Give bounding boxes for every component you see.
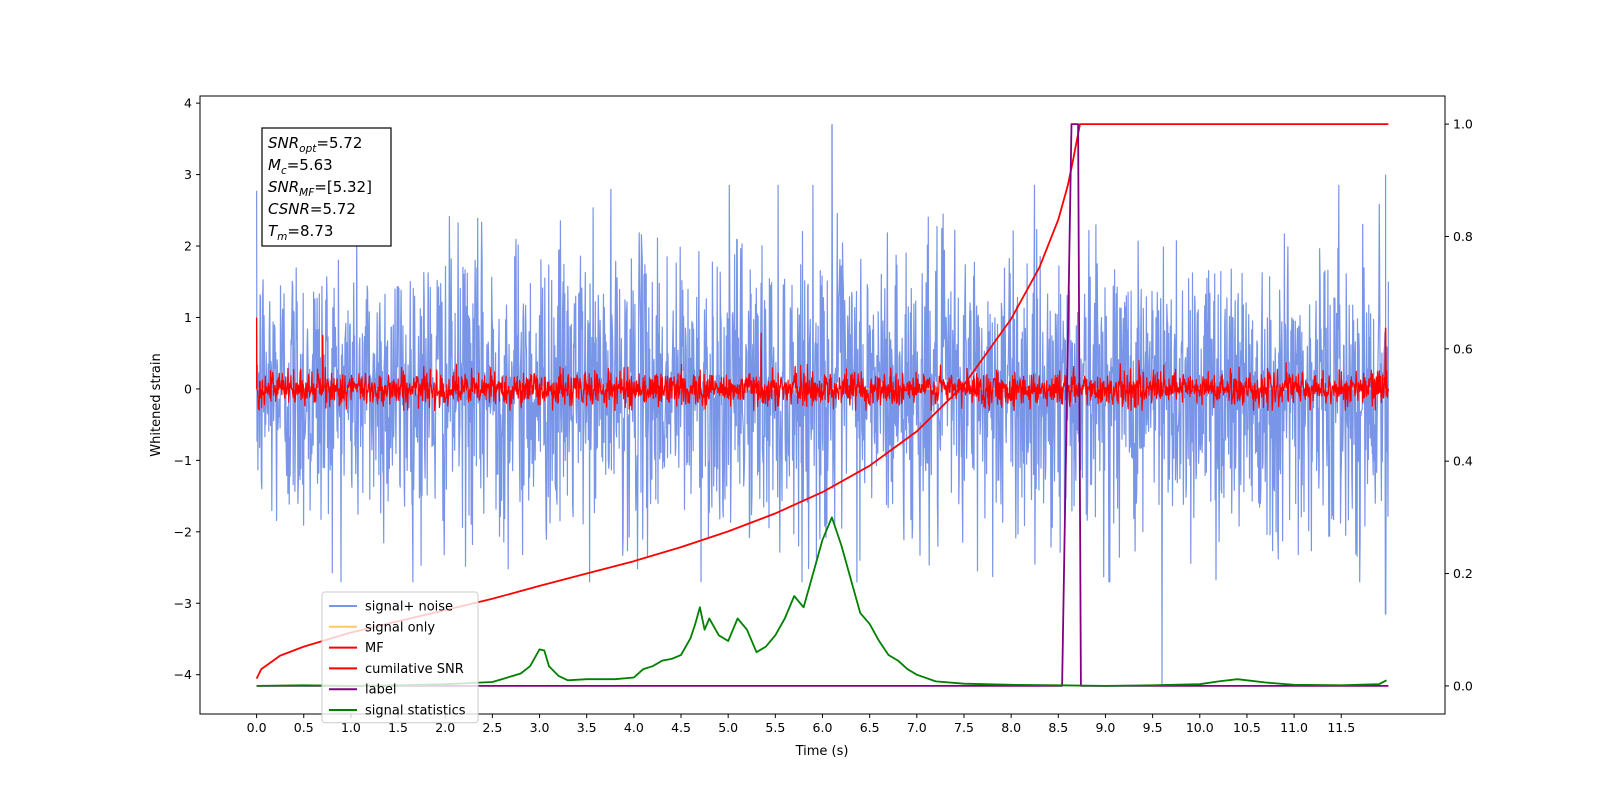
y-tick-label: −2	[174, 524, 192, 539]
annotation-value: =5.63	[287, 156, 333, 174]
legend-label-cumilative-snr: cumilative SNR	[365, 662, 464, 677]
y-tick-label: −4	[174, 667, 192, 682]
y2-tick-label: 0.6	[1453, 341, 1473, 356]
annotation-subscript: MF	[299, 187, 315, 199]
legend-label-signal-noise: signal+ noise	[365, 600, 453, 615]
x-axis: 0.0 0.5 1.0 1.5 2.0 2.5 3.0 3.5 4.0 4.5 5.0 5.5 6.0 6…	[247, 714, 1355, 735]
annotation-symbol: T	[268, 222, 279, 240]
x-tick-label: 3.0	[530, 720, 550, 735]
y-axis-label: Whitened strain	[149, 353, 164, 456]
x-tick-label: 10.0	[1186, 720, 1214, 735]
x-tick-label: 9.0	[1096, 720, 1116, 735]
legend: signal+ noise signal only MF cumilative SNR…	[321, 591, 479, 724]
x-tick-label: 1.0	[341, 720, 361, 735]
x-tick-label: 6.0	[813, 720, 833, 735]
y2-tick-label: 0.4	[1453, 454, 1473, 469]
legend-label-label: label	[365, 683, 396, 698]
y-tick-label: 2	[184, 239, 192, 254]
annotation-line: SNRopt=5.72	[268, 134, 362, 155]
y-tick-label: −1	[174, 453, 192, 468]
y-axis-right: 0.0 0.2 0.4 0.6 0.8 1.0	[1445, 117, 1473, 693]
x-axis-label: Time (s)	[795, 744, 849, 759]
annotation-symbol: CSNR	[268, 200, 310, 218]
series-mf	[256, 317, 1389, 411]
annotation-symbol: SNR	[268, 178, 299, 196]
x-tick-label: 4.0	[624, 720, 644, 735]
x-tick-label: 5.5	[765, 720, 785, 735]
legend-label-signal-statistics: signal statistics	[365, 704, 466, 719]
y-tick-label: −3	[174, 596, 192, 611]
annotation-subscript: opt	[299, 143, 317, 155]
legend-label-signal-only: signal only	[365, 620, 435, 635]
annotation-symbol: SNR	[268, 134, 299, 152]
annotation-line: Tm=8.73	[268, 222, 333, 243]
x-tick-label: 8.5	[1048, 720, 1068, 735]
x-tick-label: 2.0	[435, 720, 455, 735]
x-tick-label: 4.5	[671, 720, 691, 735]
series-signal-statistics	[256, 516, 1387, 687]
y2-tick-label: 1.0	[1453, 117, 1473, 132]
x-tick-label: 8.0	[1001, 720, 1021, 735]
annotation-box: SNRopt=5.72Mc=5.63SNRMF=[5.32]CSNR=5.72T…	[261, 127, 392, 247]
annotation-value: =5.72	[310, 200, 356, 218]
x-tick-label: 9.5	[1143, 720, 1163, 735]
y2-tick-label: 0.2	[1453, 566, 1473, 581]
x-tick-label: 10.5	[1233, 720, 1261, 735]
legend-frame	[321, 591, 479, 724]
annotation-value: =5.72	[316, 134, 362, 152]
annotation-line: SNRMF=[5.32]	[268, 178, 372, 199]
y2-tick-label: 0.8	[1453, 229, 1473, 244]
x-tick-label: 0.0	[247, 720, 267, 735]
annotation-line: CSNR=5.72	[268, 200, 356, 218]
x-tick-label: 11.5	[1327, 720, 1355, 735]
annotation-subscript: m	[277, 231, 287, 243]
annotation-value: =8.73	[287, 222, 333, 240]
x-tick-label: 2.5	[482, 720, 502, 735]
x-tick-label: 3.5	[577, 720, 597, 735]
y-tick-label: 0	[184, 381, 192, 396]
y-axis-left: −4 −3 −2 −1 0 1 2 3 4	[174, 96, 200, 682]
x-tick-label: 7.0	[907, 720, 927, 735]
y-tick-label: 1	[184, 310, 192, 325]
annotation-subscript: c	[281, 165, 287, 177]
y-tick-label: 3	[184, 167, 192, 182]
x-tick-label: 11.0	[1280, 720, 1308, 735]
y-tick-label: 4	[184, 96, 192, 111]
x-tick-label: 1.5	[388, 720, 408, 735]
series-signal-noise	[256, 124, 1389, 686]
annotation-line: Mc=5.63	[268, 156, 333, 177]
x-tick-label: 5.0	[718, 720, 738, 735]
x-tick-label: 0.5	[294, 720, 314, 735]
annotation-symbol: M	[268, 156, 281, 174]
annotation-value: =[5.32]	[314, 178, 372, 196]
y2-tick-label: 0.0	[1453, 678, 1473, 693]
annotation-frame	[261, 127, 392, 247]
legend-label-mf: MF	[365, 641, 384, 656]
x-tick-label: 6.5	[860, 720, 880, 735]
x-tick-label: 7.5	[954, 720, 974, 735]
